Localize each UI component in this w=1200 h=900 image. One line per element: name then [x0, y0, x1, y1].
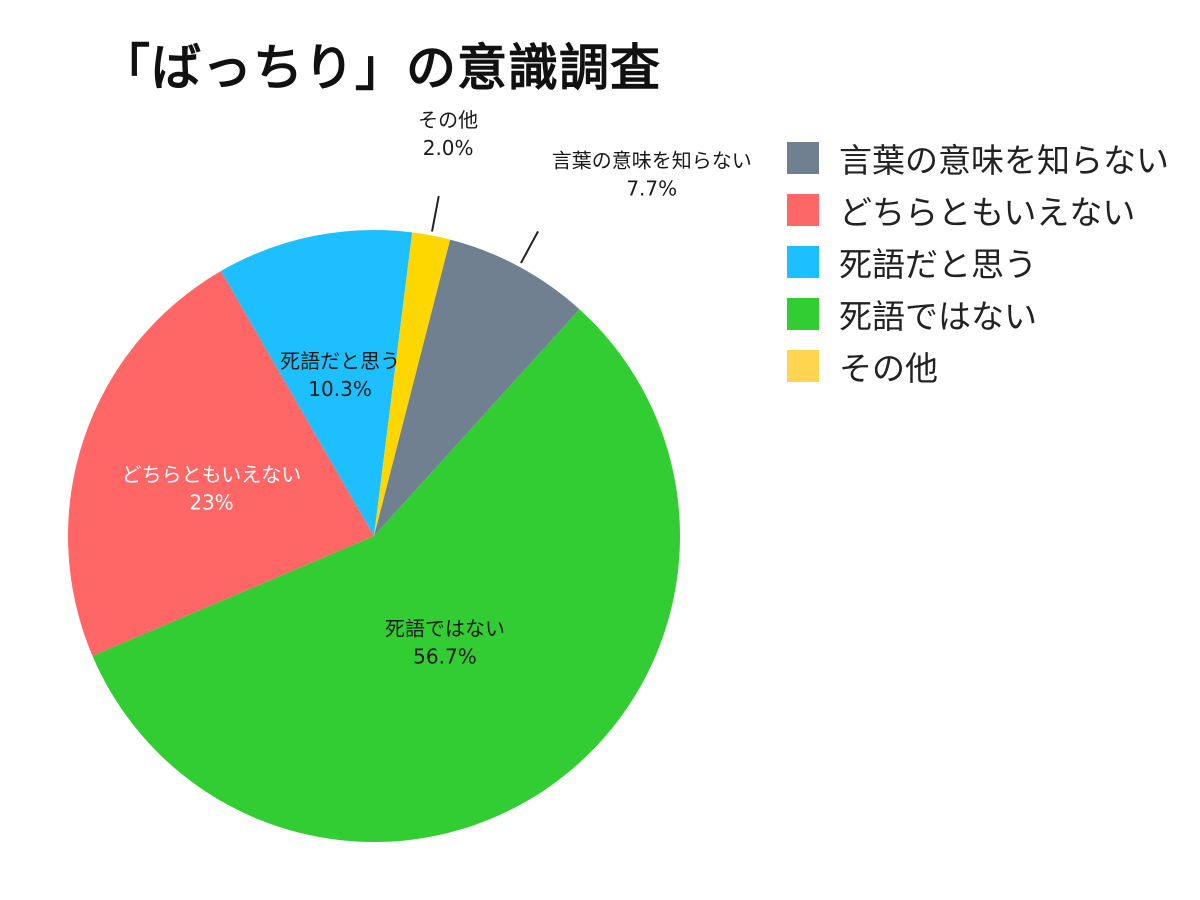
legend-label: どちらともいえない: [839, 193, 1136, 232]
legend-item[interactable]: 言葉の意味を知らない: [787, 132, 1169, 184]
legend-item[interactable]: その他: [787, 340, 1169, 392]
slice-label: どちらともいえない: [122, 463, 302, 487]
pie-slice[interactable]: [374, 232, 451, 536]
legend-label: 言葉の意味を知らない: [839, 141, 1169, 180]
legend-swatch: [787, 142, 819, 174]
pie-slice[interactable]: [92, 309, 680, 843]
slice-value-label: 56.7%: [413, 645, 477, 669]
leader-line: [431, 195, 440, 232]
slice-label: 死語だと思う: [280, 349, 400, 373]
legend-label: その他: [839, 349, 938, 388]
legend-label: 死語ではない: [839, 297, 1037, 336]
legend-item[interactable]: 死語だと思う: [787, 236, 1169, 288]
pie-slice[interactable]: [67, 271, 375, 656]
legend-item[interactable]: どちらともいえない: [787, 184, 1169, 236]
legend-swatch: [787, 298, 819, 330]
legend-item[interactable]: 死語ではない: [787, 288, 1169, 340]
legend-label: 死語だと思う: [839, 245, 1037, 284]
slice-value-label: 2.0%: [423, 136, 474, 160]
slice-value-label: 23%: [189, 491, 233, 515]
legend-swatch: [787, 194, 819, 226]
chart-title: 「ばっちり」の意識調査: [100, 39, 661, 97]
pie-slice[interactable]: [220, 230, 413, 536]
slice-label: その他: [418, 108, 478, 132]
pie-slice[interactable]: [374, 239, 580, 536]
leader-line: [520, 230, 539, 264]
chart-legend: 言葉の意味を知らない どちらともいえない 死語だと思う 死語ではない その他: [787, 132, 1169, 392]
slice-label: 死語ではない: [385, 617, 505, 641]
slice-value-label: 10.3%: [308, 377, 372, 401]
slice-label: 言葉の意味を知らない: [552, 148, 752, 172]
slice-value-label: 7.7%: [626, 176, 677, 200]
legend-swatch: [787, 246, 819, 278]
legend-swatch: [787, 350, 819, 382]
